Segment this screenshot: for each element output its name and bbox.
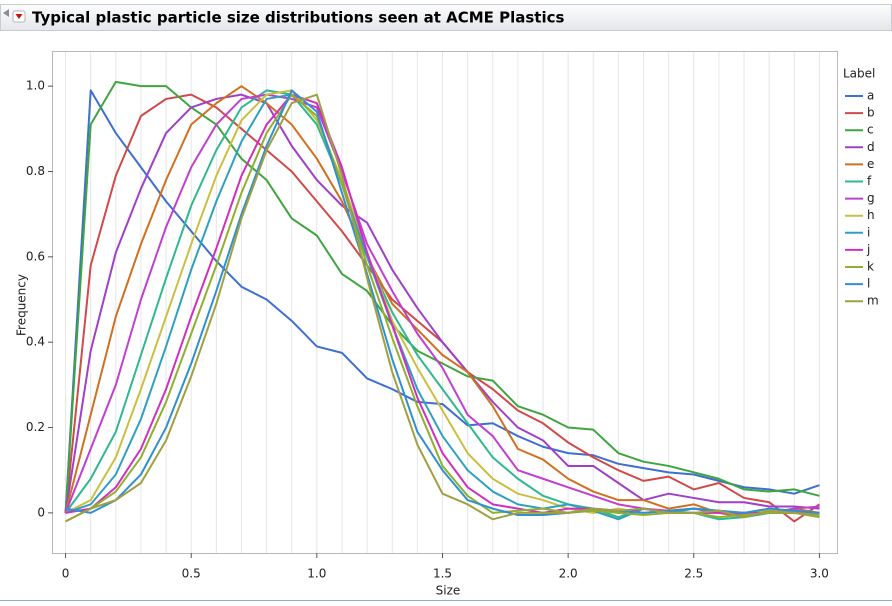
y-tick-label: 0 [37,505,45,519]
x-tick-label: 3.0 [810,567,829,581]
legend-label: i [867,225,870,239]
legend-label: l [867,277,870,291]
legend-label: b [867,106,875,120]
x-axis-label: Size [436,584,461,598]
legend-label: k [867,260,874,274]
x-tick-label: 0.5 [182,567,201,581]
legend-label: f [867,174,872,188]
legend-label: a [867,89,874,103]
y-tick-label: 0.8 [26,164,45,178]
disclosure-icon[interactable] [3,9,9,17]
y-tick-label: 0.4 [26,335,45,349]
legend-title: Label [843,67,875,81]
legend-label: h [867,208,875,222]
x-tick-label: 1.5 [433,567,452,581]
legend-label: g [867,191,875,205]
legend-label: c [867,123,874,137]
series-line [65,93,820,523]
series-line [64,89,820,513]
legend-label: e [867,157,874,171]
series-line [64,85,820,519]
red-triangle-icon [15,14,23,19]
series-line [65,89,820,517]
report-title: Typical plastic particle size distributi… [32,9,565,27]
series-line [64,93,820,514]
y-axis-label: Frequency [15,274,29,336]
y-tick-label: 0.6 [26,249,45,263]
outline-header [0,4,892,31]
x-tick-label: 2.5 [684,567,703,581]
legend-label: d [867,140,875,154]
legend-label: m [867,294,879,308]
y-tick-label: 1.0 [26,79,45,93]
x-tick-label: 1.0 [307,567,326,581]
legend-label: j [866,242,870,256]
y-tick-label: 0.2 [26,420,45,434]
x-tick-label: 2.0 [559,567,578,581]
x-tick-label: 0 [62,567,70,581]
